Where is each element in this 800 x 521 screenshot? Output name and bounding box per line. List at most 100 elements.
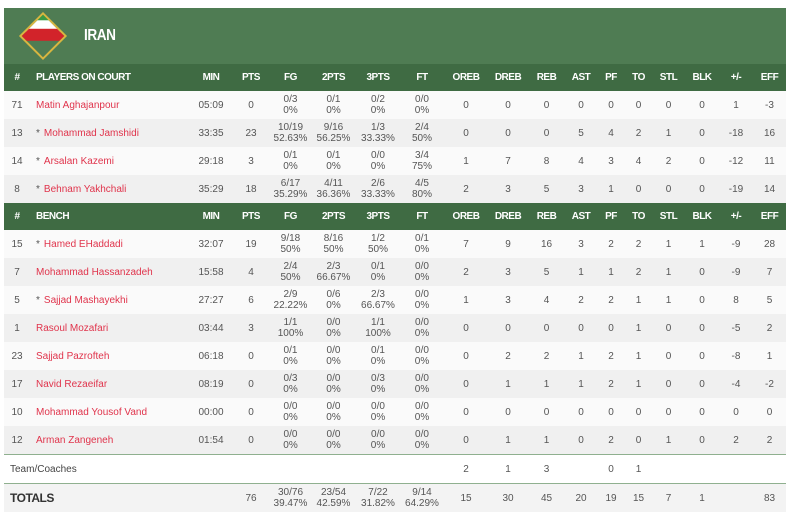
stat-dreb: 9 (488, 230, 528, 258)
free-throws-percent: 0% (414, 244, 430, 255)
two-pts-made-attempted: 0/0 (326, 345, 341, 356)
player-row: 8 * Behnam Yakhchali 35:29 18 6/17 35.29% 4/11 3… (4, 175, 786, 203)
free-throws: 0/0 0% (400, 314, 444, 342)
fg: 9/18 50% (270, 230, 311, 258)
stat-ast (565, 454, 597, 484)
column-header-number[interactable]: # (4, 64, 30, 91)
player-name-link[interactable]: Sajjad Mashayekhi (43, 294, 128, 306)
stat-dreb: 7 (488, 147, 528, 175)
column-header-ft[interactable]: FT (400, 64, 444, 91)
stat-blk: 0 (685, 119, 719, 147)
points: 23 (232, 119, 270, 147)
player-name-link[interactable]: Mohammad Jamshidi (43, 127, 139, 139)
column-header-3pts[interactable]: 3PTS (356, 64, 400, 91)
stat-to: 4 (625, 147, 652, 175)
stat-pm: -18 (719, 119, 753, 147)
column-header-eff[interactable]: EFF (753, 64, 786, 91)
column-header-min[interactable]: MIN (190, 203, 232, 230)
two-pts: 0/1 0% (311, 91, 356, 119)
stat-blk: 0 (685, 258, 719, 286)
column-header-number[interactable]: # (4, 203, 30, 230)
column-header-ft[interactable]: FT (400, 203, 444, 230)
empty-cell (400, 454, 444, 484)
stat-pm: 1 (719, 91, 753, 119)
column-header-2pts[interactable]: 2PTS (311, 203, 356, 230)
player-name-link[interactable]: Behnam Yakhchali (43, 183, 127, 195)
player-row: 10 Mohammad Yousof Vand 00:00 0 0/0 0% 0/0 0% 0/… (4, 398, 786, 426)
free-throws-made-attempted: 2/4 (415, 122, 429, 133)
column-header-ast[interactable]: AST (565, 203, 597, 230)
fg: 0/3 0% (270, 91, 311, 119)
player-name-link[interactable]: Mohammad Yousof Vand (36, 406, 148, 418)
player-name-cell: * Hamed EHaddadi (30, 230, 190, 258)
stat-dreb: 0 (488, 314, 528, 342)
stat-ast: 1 (565, 370, 597, 398)
three-pts: 2/3 66.67% (356, 286, 400, 314)
free-throws: 0/0 0% (400, 370, 444, 398)
column-header-pts[interactable]: PTS (232, 64, 270, 91)
player-name-link[interactable]: Arman Zangeneh (36, 434, 114, 446)
column-header-blk[interactable]: BLK (685, 64, 719, 91)
column-header-dreb[interactable]: DREB (488, 203, 528, 230)
jersey-number: 8 (4, 175, 30, 203)
stat-blk: 0 (685, 342, 719, 370)
column-header-stl[interactable]: STL (652, 203, 685, 230)
player-name-link[interactable]: Matin Aghajanpour (36, 99, 120, 111)
free-throws: 0/0 0% (400, 91, 444, 119)
stat-oreb: 0 (444, 426, 488, 455)
player-name-link[interactable]: Arsalan Kazemi (43, 155, 114, 167)
column-header-min[interactable]: MIN (190, 64, 232, 91)
player-name-cell: * Sajjad Mashayekhi (30, 286, 190, 314)
column-header-blk[interactable]: BLK (685, 203, 719, 230)
column-header-ast[interactable]: AST (565, 64, 597, 91)
two-pts-made-attempted: 4/11 (324, 178, 343, 189)
fg: 2/9 22.22% (270, 286, 311, 314)
column-header-oreb[interactable]: OREB (444, 203, 488, 230)
column-header-fg[interactable]: FG (270, 64, 311, 91)
free-throws-percent: 0% (414, 384, 430, 395)
stat-oreb: 0 (444, 119, 488, 147)
column-header-pf[interactable]: PF (597, 64, 625, 91)
fg: 0/1 0% (270, 147, 311, 175)
stat-ast: 1 (565, 258, 597, 286)
column-header-fg[interactable]: FG (270, 203, 311, 230)
player-name-link[interactable]: Navid Rezaeifar (36, 378, 108, 390)
fg: 30/76 39.47% (270, 483, 311, 512)
stat-to: 0 (625, 91, 652, 119)
stat-reb: 5 (528, 258, 565, 286)
points: 0 (232, 398, 270, 426)
fg-percent: 50% (280, 272, 301, 283)
column-header-oreb[interactable]: OREB (444, 64, 488, 91)
column-header-xxx[interactable]: +/- (719, 64, 753, 91)
two-pts-made-attempted: 0/1 (326, 150, 341, 161)
two-pts-made-attempted: 0/0 (326, 373, 341, 384)
column-header-stl[interactable]: STL (652, 64, 685, 91)
column-header-3pts[interactable]: 3PTS (356, 203, 400, 230)
section-title[interactable]: BENCH (30, 203, 190, 230)
player-name-link[interactable]: Mohammad Hassanzadeh (36, 266, 153, 278)
player-name-link[interactable]: Rasoul Mozafari (36, 322, 109, 334)
column-header-eff[interactable]: EFF (753, 203, 786, 230)
two-pts: 0/0 0% (311, 398, 356, 426)
minutes (190, 483, 232, 512)
points: 0 (232, 370, 270, 398)
free-throws-made-attempted: 0/0 (415, 289, 429, 300)
stat-eff: 14 (753, 175, 786, 203)
column-header-dreb[interactable]: DREB (488, 64, 528, 91)
column-header-to[interactable]: TO (625, 203, 652, 230)
section-title[interactable]: PLAYERS ON COURT (30, 64, 190, 91)
player-name-link[interactable]: Sajjad Pazrofteh (36, 350, 110, 362)
player-name-link[interactable]: Hamed EHaddadi (43, 238, 123, 250)
column-header-pts[interactable]: PTS (232, 203, 270, 230)
stat-oreb: 2 (444, 258, 488, 286)
column-header-reb[interactable]: REB (528, 203, 565, 230)
column-header-reb[interactable]: REB (528, 64, 565, 91)
stat-ast: 0 (565, 91, 597, 119)
stat-ast: 0 (565, 426, 597, 455)
column-header-pf[interactable]: PF (597, 203, 625, 230)
column-header-2pts[interactable]: 2PTS (311, 64, 356, 91)
fg-made-attempted: 0/0 (283, 429, 298, 440)
three-pts-made-attempted: 1/2 (371, 233, 385, 244)
column-header-to[interactable]: TO (625, 64, 652, 91)
column-header-xxx[interactable]: +/- (719, 203, 753, 230)
